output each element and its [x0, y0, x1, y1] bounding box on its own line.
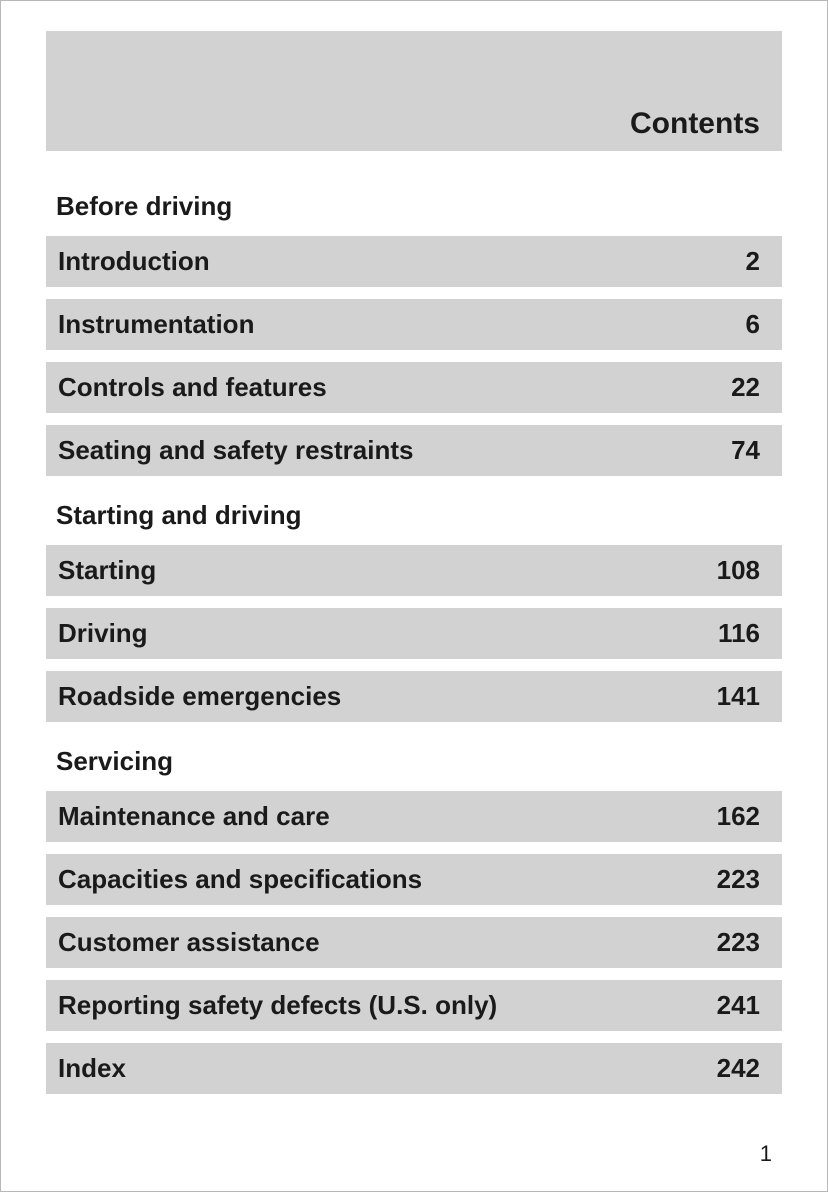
toc-row-controls-features: Controls and features 22 [46, 362, 782, 413]
toc-row-starting: Starting 108 [46, 545, 782, 596]
header-title: Contents [630, 107, 760, 141]
toc-row-capacities-specs: Capacities and specifications 223 [46, 854, 782, 905]
toc-row-reporting-defects: Reporting safety defects (U.S. only) 241 [46, 980, 782, 1031]
toc-page: 2 [746, 246, 760, 277]
toc-row-maintenance-care: Maintenance and care 162 [46, 791, 782, 842]
toc-page: 242 [717, 1053, 760, 1084]
section-heading-starting-driving: Starting and driving [46, 488, 782, 545]
toc-page: 141 [717, 681, 760, 712]
toc-page: 74 [731, 435, 760, 466]
toc-page: 116 [718, 618, 760, 649]
toc-row-seating-safety: Seating and safety restraints 74 [46, 425, 782, 476]
toc-row-roadside-emergencies: Roadside emergencies 141 [46, 671, 782, 722]
toc-label: Capacities and specifications [58, 864, 422, 895]
toc-label: Seating and safety restraints [58, 435, 413, 466]
toc-page: 223 [717, 927, 760, 958]
section-heading-servicing: Servicing [46, 734, 782, 791]
toc-page: 241 [717, 990, 760, 1021]
toc-page: 162 [717, 801, 760, 832]
toc-page: 108 [717, 555, 760, 586]
toc-row-instrumentation: Instrumentation 6 [46, 299, 782, 350]
toc-label: Roadside emergencies [58, 681, 341, 712]
toc-page: 6 [746, 309, 760, 340]
toc-label: Starting [58, 555, 156, 586]
toc-label: Index [58, 1053, 126, 1084]
toc-label: Maintenance and care [58, 801, 330, 832]
page: Contents Before driving Introduction 2 I… [1, 1, 827, 1136]
toc-label: Driving [58, 618, 148, 649]
toc-row-index: Index 242 [46, 1043, 782, 1094]
toc-label: Reporting safety defects (U.S. only) [58, 990, 497, 1021]
toc-row-customer-assistance: Customer assistance 223 [46, 917, 782, 968]
toc-label: Controls and features [58, 372, 327, 403]
toc-row-driving: Driving 116 [46, 608, 782, 659]
page-number: 1 [760, 1141, 772, 1167]
toc-page: 223 [717, 864, 760, 895]
toc-page: 22 [731, 372, 760, 403]
header-block: Contents [46, 31, 782, 151]
toc-label: Introduction [58, 246, 210, 277]
toc-label: Instrumentation [58, 309, 254, 340]
toc-label: Customer assistance [58, 927, 320, 958]
section-heading-before-driving: Before driving [46, 179, 782, 236]
toc-row-introduction: Introduction 2 [46, 236, 782, 287]
